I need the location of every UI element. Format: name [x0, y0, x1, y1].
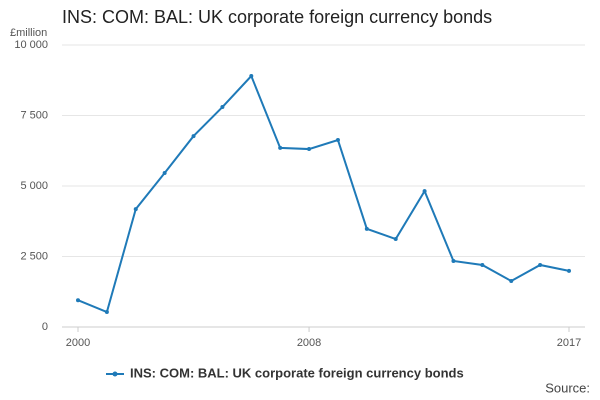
point: [220, 105, 225, 110]
y-tick-label: 2 500: [20, 250, 48, 262]
source: Source:: [545, 380, 590, 395]
point: [451, 259, 456, 264]
point: [307, 147, 312, 152]
x-tick-label: 2017: [557, 337, 581, 349]
point: [162, 171, 167, 176]
point: [393, 237, 398, 242]
point: [335, 138, 340, 143]
point: [480, 262, 485, 267]
x-tick-label: 2008: [297, 337, 321, 349]
y-tick-label: 5 000: [20, 180, 48, 192]
point: [133, 207, 138, 212]
point: [191, 134, 196, 139]
chart-title: INS: COM: BAL: UK corporate foreign curr…: [62, 7, 492, 27]
legend-label: INS: COM: BAL: UK corporate foreign curr…: [130, 365, 464, 380]
point: [249, 74, 254, 79]
y-tick-label: 10 000: [14, 39, 48, 51]
line: [77, 74, 570, 314]
point: [567, 268, 571, 273]
y-axis-label: £million: [10, 27, 47, 39]
point: [422, 189, 427, 194]
point: [104, 310, 109, 315]
point: [538, 262, 543, 267]
point: [278, 145, 283, 150]
point: [364, 226, 369, 231]
legend-dot: [112, 371, 118, 377]
y-tick-label: 7 500: [20, 109, 48, 121]
y-tick-label: 0: [42, 321, 48, 333]
point: [509, 279, 514, 284]
point: [76, 298, 80, 303]
x-tick-label: 2000: [66, 337, 90, 349]
